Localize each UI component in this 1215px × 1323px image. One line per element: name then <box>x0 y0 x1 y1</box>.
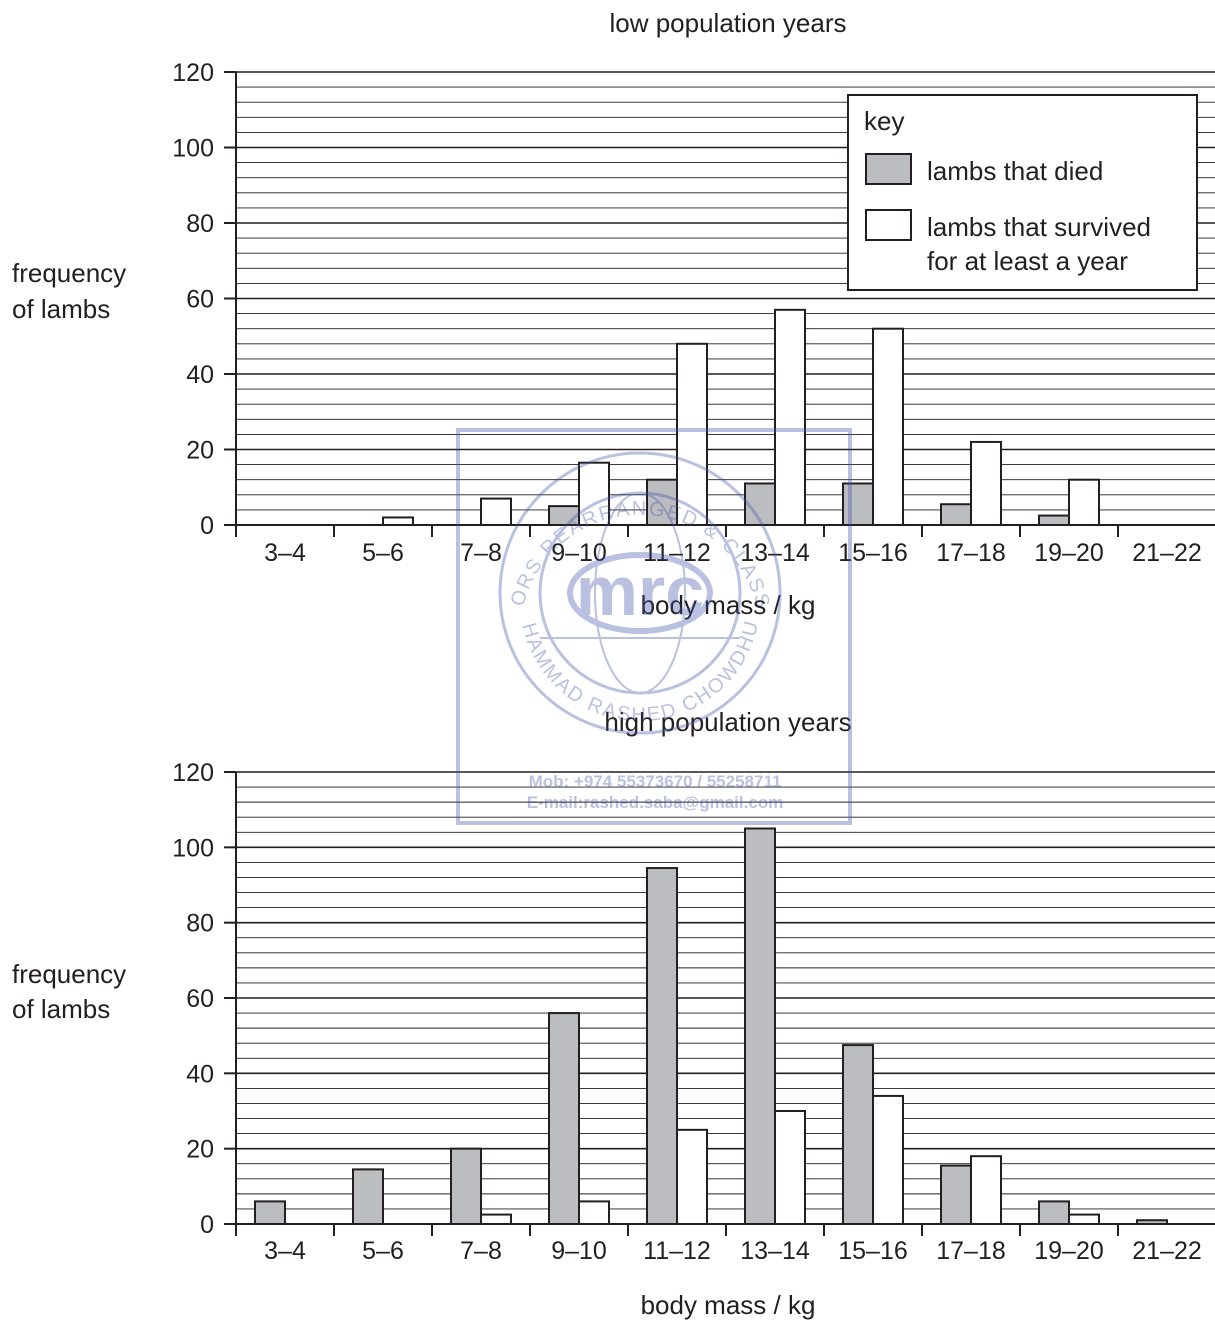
x-tick-label: 13–14 <box>740 1237 810 1265</box>
y-tick-label: 40 <box>186 1060 214 1088</box>
legend-swatch-survived <box>865 209 912 241</box>
bar-died-11–12 <box>646 867 678 1225</box>
bar-survived-15–16 <box>872 1094 904 1226</box>
bar-survived-13–14 <box>774 1110 806 1225</box>
watermark-stamp: mrcMENTORS REARRANGED & CLASSIFIEDMUHAMM… <box>0 0 852 825</box>
watermark-email: E-mail:rashed.saba@gmail.com <box>527 793 784 812</box>
bar-survived-9–10 <box>578 1200 610 1226</box>
y-tick-label: 80 <box>186 210 214 238</box>
bar-died-19–20 <box>1038 514 1070 526</box>
bar-died-13–14 <box>744 827 776 1225</box>
chart-title: high population years <box>604 707 851 737</box>
x-tick-label: 21–22 <box>1132 539 1202 567</box>
watermark-logo-oval <box>567 552 713 634</box>
bar-died-21–22 <box>1136 1219 1168 1225</box>
x-tick-label: 3–4 <box>264 1237 306 1265</box>
y-tick-label: 20 <box>186 1136 214 1164</box>
watermark-globe <box>538 491 742 695</box>
x-tick-label: 19–20 <box>1034 539 1104 567</box>
x-tick-label: 5–6 <box>362 1237 404 1265</box>
chart-panel-high-population: high population years 0 20 40 60 80 100 120 3–4 5… <box>12 707 1215 1320</box>
bar-survived-13–14 <box>774 308 806 527</box>
x-tick-label: 13–14 <box>740 539 810 567</box>
y-tick-label: 60 <box>186 985 214 1013</box>
bar-survived-11–12 <box>676 342 708 526</box>
x-tick-label: 15–16 <box>838 1237 908 1265</box>
bar-survived-7–8 <box>480 1213 512 1226</box>
chart-title: low population years <box>609 8 846 38</box>
y-axis-label: of lambs <box>12 294 110 324</box>
y-tick-label: 120 <box>172 59 214 87</box>
bar-died-15–16 <box>842 482 874 527</box>
y-axis-label: frequency <box>12 959 126 989</box>
x-tick-label: 17–18 <box>936 539 1006 567</box>
x-tick-label: 11–12 <box>643 539 711 567</box>
y-axis-label: frequency <box>12 258 126 288</box>
bar-died-9–10 <box>548 1012 580 1225</box>
bar-died-17–18 <box>940 1164 972 1226</box>
legend-box <box>847 94 1198 291</box>
x-tick-label: 7–8 <box>460 539 502 567</box>
y-tick-label: 40 <box>186 361 214 389</box>
y-tick-label: 0 <box>200 1211 214 1239</box>
watermark-phone: Mob: +974 55373670 / 55258711 <box>529 772 782 791</box>
y-tick-label: 0 <box>200 512 214 540</box>
y-tick-label: 20 <box>186 437 214 465</box>
x-tick-label: 5–6 <box>362 539 404 567</box>
bar-died-3–4 <box>254 1200 286 1226</box>
x-tick-label: 9–10 <box>551 539 607 567</box>
x-tick-label: 17–18 <box>936 1237 1006 1265</box>
x-axis-label: body mass / kg <box>641 1290 816 1320</box>
x-tick-label: 3–4 <box>264 539 306 567</box>
watermark-logo-text: mrc <box>576 552 704 630</box>
bar-died-5–6 <box>352 1168 384 1225</box>
x-tick-label: 21–22 <box>1132 1237 1202 1265</box>
y-tick-label: 80 <box>186 910 214 938</box>
x-tick-label: 7–8 <box>460 1237 502 1265</box>
bar-survived-9–10 <box>578 461 610 526</box>
watermark-outer-ring <box>498 451 782 735</box>
legend-label: lambs that died <box>927 156 1103 186</box>
bar-survived-17–18 <box>970 1155 1002 1225</box>
y-tick-label: 100 <box>172 135 214 163</box>
legend: key lambs that died lambs that survived for… <box>847 94 1198 291</box>
legend-label: for at least a year <box>927 246 1128 276</box>
x-tick-label: 15–16 <box>838 539 908 567</box>
bar-survived-11–12 <box>676 1128 708 1226</box>
bar-survived-19–20 <box>1068 478 1100 527</box>
bar-survived-15–16 <box>872 327 904 527</box>
bar-survived-7–8 <box>480 497 512 527</box>
y-tick-label: 100 <box>172 834 214 862</box>
x-axis-label: body mass / kg <box>641 590 816 620</box>
bar-survived-5–6 <box>382 516 414 527</box>
bar-survived-19–20 <box>1068 1213 1100 1226</box>
x-tick-label: 19–20 <box>1034 1237 1104 1265</box>
watermark-frame <box>456 428 852 825</box>
bar-died-17–18 <box>940 503 972 526</box>
y-tick-label: 60 <box>186 286 214 314</box>
bar-died-15–16 <box>842 1044 874 1226</box>
bar-survived-17–18 <box>970 440 1002 527</box>
bar-died-7–8 <box>450 1147 482 1225</box>
legend-title: key <box>864 106 904 136</box>
x-tick-label: 9–10 <box>551 1237 607 1265</box>
y-axis-label: of lambs <box>12 994 110 1024</box>
legend-swatch-died <box>865 153 912 185</box>
x-tick-label: 11–12 <box>643 1237 711 1265</box>
legend-label: lambs that survived <box>927 212 1151 242</box>
y-tick-label: 120 <box>172 759 214 787</box>
bar-died-19–20 <box>1038 1200 1070 1226</box>
watermark-meridian <box>594 492 686 694</box>
